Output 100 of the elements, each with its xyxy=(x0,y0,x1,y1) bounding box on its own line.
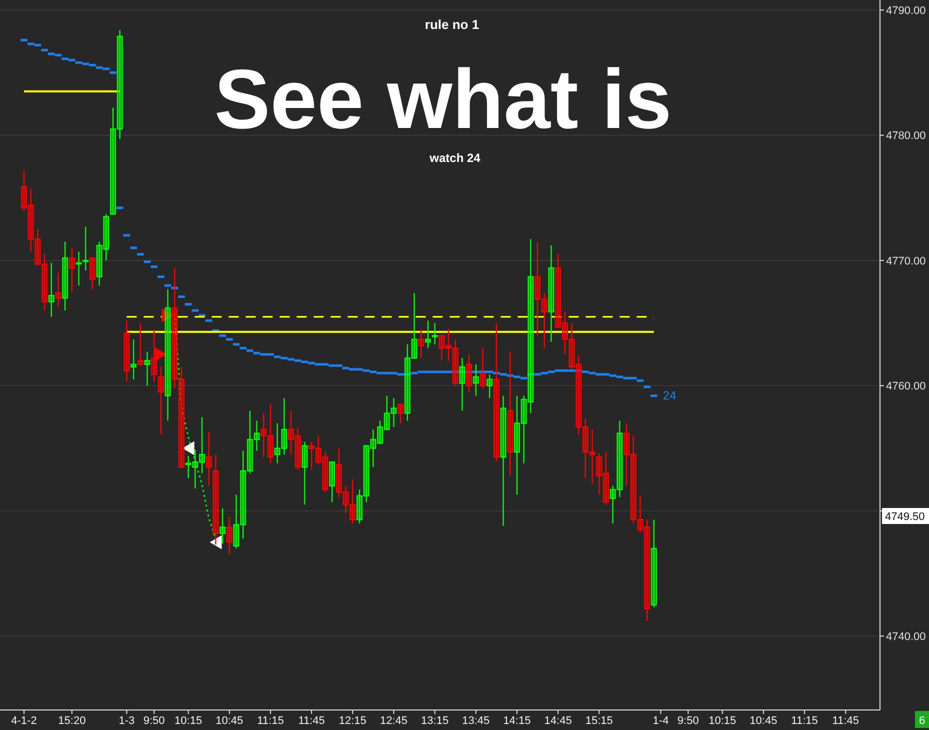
candlestick xyxy=(500,395,506,527)
x-tick-label: 14:15 xyxy=(503,715,531,727)
candlestick xyxy=(302,441,308,506)
candlestick xyxy=(398,404,404,424)
point xyxy=(154,347,167,362)
candlestick xyxy=(55,272,62,308)
candlestick xyxy=(226,516,232,556)
candlestick xyxy=(459,358,466,412)
candlestick xyxy=(472,364,479,396)
x-tick-label: 9:50 xyxy=(143,715,165,727)
candlestick xyxy=(294,426,301,470)
point xyxy=(182,441,194,456)
candlestick xyxy=(21,170,27,211)
candlestick xyxy=(267,404,274,464)
candlestick xyxy=(363,445,370,503)
candlestick xyxy=(624,422,630,486)
candlestick xyxy=(116,29,123,140)
x-tick-label: 13:15 xyxy=(421,715,449,727)
candlestick xyxy=(322,451,328,493)
candlestick xyxy=(534,241,541,336)
text: See what is xyxy=(214,52,672,146)
x-tick-label: 9:50 xyxy=(677,715,699,727)
x-tick-label: 12:15 xyxy=(338,715,366,727)
y-tick-label: 4770.00 xyxy=(886,255,926,268)
candlestick xyxy=(589,428,596,484)
x-tick-label: 10:15 xyxy=(174,715,202,727)
candlestick xyxy=(192,448,198,489)
candlestick xyxy=(548,244,554,342)
candlestick xyxy=(610,485,616,524)
candlestick xyxy=(644,519,650,622)
candlestick xyxy=(240,450,246,540)
candlestick xyxy=(342,485,349,514)
candlestick xyxy=(370,428,376,468)
candlestick xyxy=(486,374,493,399)
candlestick xyxy=(246,410,253,474)
x-tick-label: 15:15 xyxy=(585,715,613,727)
text: 4749.50 xyxy=(885,511,925,523)
x-tick-label: 11:15 xyxy=(257,715,284,727)
candlestick xyxy=(48,262,54,318)
candlestick xyxy=(466,354,472,393)
candlestick xyxy=(164,288,171,422)
candlestick xyxy=(582,418,588,479)
candlestick xyxy=(124,320,130,383)
candlestick xyxy=(562,311,568,355)
candlestick xyxy=(630,435,636,524)
candlestick xyxy=(28,188,34,252)
x-tick-label: 15:20 xyxy=(58,715,86,727)
candlestick xyxy=(254,420,260,452)
candlestick xyxy=(212,454,219,546)
candlestick xyxy=(520,395,527,464)
candlestick xyxy=(110,107,116,215)
candlestick xyxy=(185,455,192,479)
x-tick-label: 1-3 xyxy=(118,715,135,727)
candlestick xyxy=(411,292,418,359)
candlestick xyxy=(220,508,226,544)
candlestick xyxy=(432,322,438,345)
x-tick-label: 13:45 xyxy=(462,715,490,727)
candlestick xyxy=(650,519,657,608)
x-tick-label: 1-4 xyxy=(652,715,669,727)
candlestick xyxy=(178,366,184,468)
candlestick xyxy=(260,412,267,458)
x-tick-label: 10:45 xyxy=(750,715,778,727)
candlestick xyxy=(144,351,150,386)
annotation: rule no 1 xyxy=(424,17,480,32)
candlestick xyxy=(68,247,75,292)
candlestick xyxy=(315,435,322,466)
candlestick xyxy=(555,254,562,329)
candlestick xyxy=(350,478,356,524)
candlestick xyxy=(288,410,294,456)
candlestick xyxy=(356,489,362,524)
candlestick xyxy=(89,257,96,290)
candlestick xyxy=(336,448,342,498)
candlestick xyxy=(199,416,206,474)
candlestick xyxy=(596,452,602,496)
y-tick-label: 4740.00 xyxy=(886,631,926,644)
candlestick xyxy=(281,398,288,456)
candlestick xyxy=(418,328,424,359)
candlestick xyxy=(42,254,48,312)
candlestick xyxy=(390,398,397,428)
series-label: 24 xyxy=(662,388,677,403)
candlestick xyxy=(384,395,390,430)
x-tick-label: 11:45 xyxy=(298,715,325,727)
candlestick xyxy=(308,441,315,470)
y-tick-label: 4780.00 xyxy=(886,130,926,142)
candlestick xyxy=(103,214,110,262)
candlestick xyxy=(158,366,164,436)
candlestick xyxy=(377,420,384,444)
candlestick xyxy=(62,241,68,312)
candlestick xyxy=(616,420,623,498)
candlestick xyxy=(514,395,520,496)
text: 6 xyxy=(918,715,926,727)
y-tick-label: 4790.00 xyxy=(886,5,926,18)
x-tick-label: 10:15 xyxy=(708,715,736,727)
candlestick xyxy=(34,228,41,265)
candlestick xyxy=(96,241,102,286)
candlestick xyxy=(424,320,431,349)
candlestick xyxy=(438,334,445,362)
candlestick xyxy=(274,422,280,464)
candlestick xyxy=(329,461,336,503)
x-tick-label: 4-1-2 xyxy=(11,715,37,727)
